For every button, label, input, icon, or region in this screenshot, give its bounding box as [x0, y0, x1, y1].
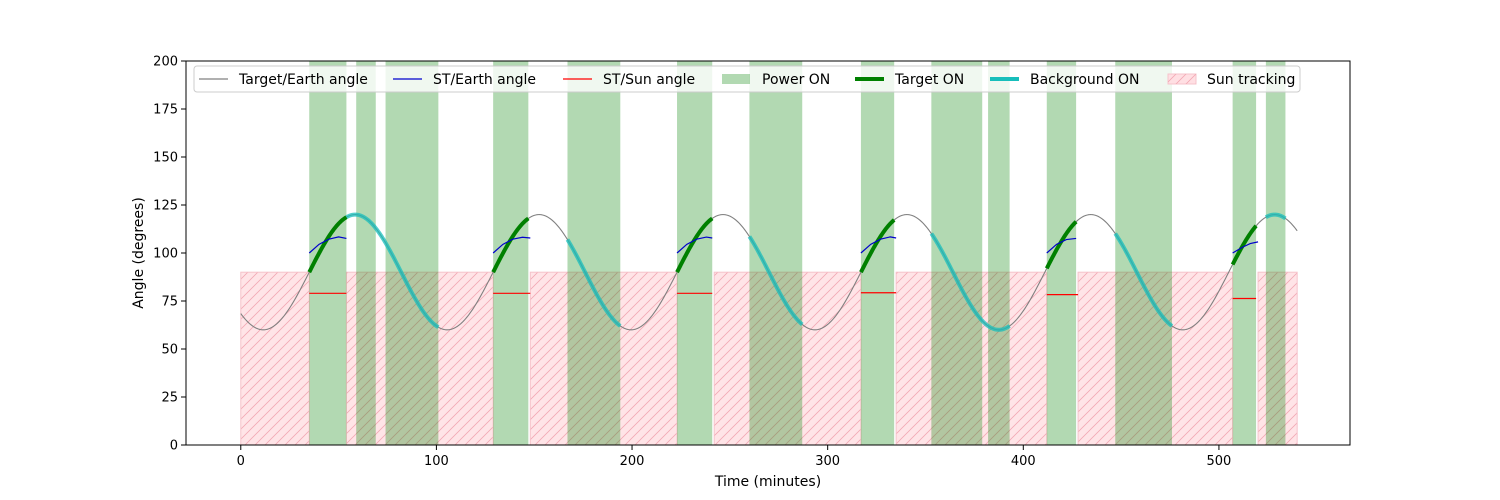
power-on-span-10 [1046, 61, 1077, 445]
background-on-segment-2 [747, 235, 804, 326]
background-on-segment-3 [929, 232, 1011, 332]
x-tick-label-500: 500 [1207, 454, 1232, 469]
background-on-segment-4 [1113, 232, 1174, 328]
power-on-span-0 [309, 61, 347, 445]
y-tick-label-0: 0 [170, 439, 178, 454]
st-earth-segment-2 [676, 236, 713, 254]
legend-sun-tracking-swatch-hatch [1168, 74, 1196, 84]
power-on-span-5 [677, 61, 713, 445]
target-on-segment-5 [1230, 224, 1258, 266]
power-on-span-7 [860, 61, 895, 445]
st-earth-segment-1 [492, 236, 531, 254]
legend-box [193, 65, 1301, 93]
legend-power-on-label: Power ON [762, 72, 830, 88]
x-tick-label-200: 200 [620, 454, 645, 469]
st-earth-segment-4 [1046, 237, 1077, 254]
legend-sun-tracking-label: Sun tracking [1207, 72, 1295, 88]
sun-tracking-hatch-0 [240, 271, 310, 445]
y-tick-label-175: 175 [153, 103, 178, 118]
axes-layer: 0 100 200 300 400 500 0 25 50 75 100 125 150 175 200 [153, 55, 1231, 470]
x-tick-label-400: 400 [1011, 454, 1036, 469]
power-on-span-3 [493, 61, 529, 445]
power-on-span-8 [931, 61, 983, 445]
legend-power-on-swatch [722, 74, 750, 84]
legend-background-on-label: Background ON [1030, 72, 1139, 88]
legend: Target/Earth angle ST/Earth angle ST/Sun a… [193, 65, 1301, 93]
power-on-span-12 [1232, 61, 1257, 445]
legend-target-on-label: Target ON [894, 72, 964, 88]
power-on-span-11 [1115, 61, 1172, 445]
target-on-segment-0 [307, 215, 348, 274]
st-earth-segment-0 [308, 236, 347, 254]
power-on-span-13 [1265, 61, 1286, 445]
sun-tracking-hatch-5 [1077, 271, 1234, 445]
sun-tracking-layer [240, 271, 1298, 445]
x-tick-label-300: 300 [815, 454, 840, 469]
sun-tracking-hatch-4 [895, 271, 1048, 445]
y-tick-label-200: 200 [153, 55, 178, 70]
power-on-span-2 [385, 61, 439, 445]
power-on-span-9 [988, 61, 1010, 445]
power-on-span-1 [356, 61, 376, 445]
sun-tracking-hatch-2 [529, 271, 678, 445]
y-axis-label: Angle (degrees) [131, 197, 147, 309]
sun-tracking-hatch-1 [345, 271, 494, 445]
legend-target-earth-angle-label: Target/Earth angle [238, 72, 368, 88]
y-tick-label-75: 75 [161, 295, 178, 310]
x-axis-label: Time (minutes) [714, 474, 821, 490]
sun-tracking-hatch-6 [1257, 271, 1298, 445]
sun-tracking-hatch-3 [713, 271, 862, 445]
y-tick-label-25: 25 [161, 391, 178, 406]
y-tick-label-125: 125 [153, 199, 178, 214]
background-on-segment-1 [565, 238, 622, 328]
st-earth-segment-5 [1232, 241, 1259, 254]
target-on-segment-4 [1044, 220, 1078, 270]
y-tick-label-150: 150 [153, 151, 178, 166]
background-on-segment-5 [1264, 212, 1287, 221]
y-tick-label-100: 100 [153, 247, 178, 262]
lines-layer [240, 212, 1298, 332]
legend-st-earth-angle-label: ST/Earth angle [433, 72, 536, 88]
x-tick-label-0: 0 [237, 454, 245, 469]
x-tick-label-100: 100 [424, 454, 449, 469]
st-earth-segment-3 [860, 236, 897, 254]
background-on-segment-0 [345, 212, 440, 329]
legend-st-sun-angle-label: ST/Sun angle [603, 72, 695, 88]
y-tick-label-50: 50 [161, 343, 178, 358]
